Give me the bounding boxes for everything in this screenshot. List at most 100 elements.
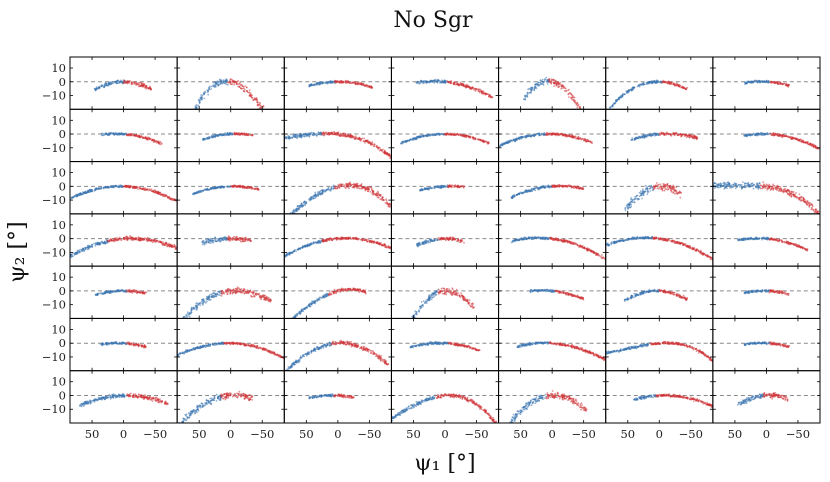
trailing-point — [589, 128, 591, 130]
trailing-point — [248, 94, 251, 97]
leading-point — [623, 93, 626, 96]
leading-point — [625, 90, 628, 92]
leading-point — [308, 198, 310, 201]
trailing-point — [336, 187, 338, 190]
leading-point — [524, 94, 526, 97]
leading-point — [638, 135, 640, 138]
trailing-point — [123, 185, 126, 188]
leading-point — [331, 81, 334, 84]
trailing-point — [547, 78, 550, 81]
stream-points — [93, 79, 153, 92]
trailing-point — [484, 92, 487, 95]
stream-points — [289, 181, 392, 217]
trailing-point — [583, 116, 585, 118]
leading-point — [113, 81, 116, 83]
trailing-point — [248, 186, 251, 189]
trailing-point — [550, 78, 553, 81]
leading-point — [422, 135, 425, 137]
trailing-point — [667, 80, 670, 83]
trailing-point — [280, 140, 282, 142]
leading-point — [84, 192, 87, 194]
trailing-point — [276, 136, 278, 138]
leading-point — [526, 95, 529, 98]
leading-point — [116, 133, 118, 136]
leading-point — [428, 133, 430, 136]
leading-point — [215, 186, 217, 189]
trailing-point — [275, 130, 277, 132]
trailing-point — [280, 143, 282, 145]
panel-grid: 100−10100−10100−10100−10100−10100−10100−… — [42, 56, 821, 441]
panel-2-2 — [176, 108, 285, 163]
trailing-point — [363, 137, 366, 140]
trailing-point — [341, 183, 344, 186]
leading-point — [410, 138, 413, 141]
trailing-point — [244, 186, 247, 189]
trailing-point — [276, 132, 278, 134]
trailing-point — [364, 188, 366, 191]
trailing-point — [240, 186, 243, 189]
trailing-point — [452, 82, 455, 84]
leading-point — [424, 80, 427, 83]
leading-point — [189, 117, 191, 119]
trailing-point — [270, 120, 272, 122]
trailing-point — [142, 84, 145, 86]
trailing-point — [778, 81, 781, 84]
trailing-point — [139, 187, 142, 190]
trailing-point — [337, 134, 340, 136]
trailing-point — [156, 191, 158, 193]
leading-point — [412, 138, 415, 141]
trailing-point — [557, 85, 560, 88]
trailing-point — [268, 119, 270, 121]
trailing-point — [133, 81, 136, 84]
leading-point — [300, 202, 303, 205]
leading-point — [289, 214, 291, 216]
trailing-point — [378, 194, 381, 197]
leading-point — [178, 146, 180, 148]
trailing-point — [566, 135, 568, 138]
trailing-point — [453, 132, 456, 135]
leading-point — [186, 128, 188, 130]
leading-point — [95, 86, 98, 88]
leading-point — [505, 140, 508, 143]
leading-point — [300, 136, 302, 139]
leading-point — [435, 134, 438, 137]
trailing-point — [133, 186, 135, 188]
trailing-point — [149, 137, 152, 140]
trailing-point — [334, 80, 337, 82]
trailing-point — [550, 82, 553, 85]
trailing-point — [273, 127, 275, 129]
trailing-point — [590, 141, 593, 144]
leading-point — [627, 91, 629, 94]
leading-point — [313, 133, 316, 135]
leading-point — [291, 214, 293, 216]
trailing-point — [348, 187, 350, 190]
leading-point — [112, 82, 115, 85]
trailing-point — [267, 120, 269, 122]
leading-point — [112, 132, 114, 135]
trailing-point — [377, 196, 379, 199]
trailing-point — [346, 81, 349, 84]
trailing-point — [371, 192, 374, 195]
trailing-point — [149, 88, 152, 91]
trailing-point — [164, 195, 167, 198]
leading-point — [214, 86, 217, 88]
leading-point — [204, 90, 206, 93]
leading-point — [319, 82, 322, 85]
leading-point — [291, 215, 293, 217]
trailing-point — [585, 120, 587, 122]
trailing-point — [461, 84, 463, 86]
trailing-point — [584, 118, 586, 120]
leading-point — [110, 83, 113, 85]
trailing-point — [227, 81, 229, 84]
leading-point — [524, 96, 527, 98]
trailing-point — [347, 184, 350, 187]
leading-point — [301, 205, 303, 208]
leading-point — [655, 80, 658, 83]
leading-point — [514, 140, 517, 143]
leading-point — [221, 82, 224, 85]
leading-point — [185, 130, 187, 132]
trailing-point — [137, 85, 140, 88]
leading-point — [182, 134, 184, 136]
leading-point — [418, 82, 421, 85]
trailing-point — [591, 136, 593, 138]
